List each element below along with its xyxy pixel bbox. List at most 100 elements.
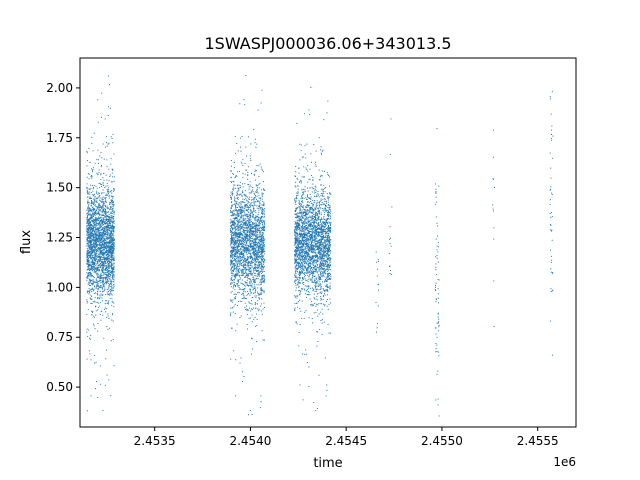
data-point <box>105 234 107 236</box>
data-point <box>98 204 100 206</box>
data-point <box>237 283 239 285</box>
data-point <box>262 281 264 283</box>
data-point <box>233 248 235 250</box>
data-point <box>257 270 259 272</box>
data-point <box>239 212 241 214</box>
data-point <box>239 245 241 247</box>
data-point <box>106 349 108 351</box>
data-point <box>245 234 247 236</box>
data-point <box>107 193 109 195</box>
data-point <box>113 226 115 228</box>
data-point <box>98 264 100 266</box>
data-point <box>234 223 236 225</box>
data-point <box>264 278 266 280</box>
data-point <box>103 179 105 181</box>
data-point <box>260 240 262 242</box>
data-point <box>105 201 107 203</box>
data-point <box>260 217 262 219</box>
data-point <box>89 242 91 244</box>
data-point <box>100 223 102 225</box>
data-point <box>234 198 236 200</box>
data-point <box>92 289 94 291</box>
data-point <box>234 252 236 254</box>
data-point <box>261 249 263 251</box>
data-point <box>93 222 95 224</box>
data-point <box>112 197 114 199</box>
data-point <box>103 231 105 233</box>
data-point <box>105 250 107 252</box>
data-point <box>247 293 249 295</box>
data-point <box>102 284 104 286</box>
data-point <box>251 261 253 263</box>
data-point <box>230 262 232 264</box>
data-point <box>95 260 97 262</box>
data-point <box>248 183 250 185</box>
data-point <box>252 189 254 191</box>
data-point <box>244 231 246 233</box>
data-point <box>264 238 266 240</box>
data-point <box>261 234 263 236</box>
data-point <box>86 190 88 192</box>
data-point <box>98 259 100 261</box>
data-point <box>231 205 233 207</box>
data-point <box>255 249 257 251</box>
data-point <box>89 254 91 256</box>
data-point <box>104 230 106 232</box>
data-point <box>90 200 92 202</box>
data-point <box>249 155 251 157</box>
data-point <box>98 213 100 215</box>
data-point <box>95 218 97 220</box>
data-point <box>108 195 110 197</box>
data-point <box>231 242 233 243</box>
data-point <box>86 183 88 185</box>
data-point <box>111 252 113 254</box>
data-point <box>233 241 235 243</box>
data-point <box>262 169 264 171</box>
data-point <box>110 219 112 221</box>
data-point <box>112 267 114 269</box>
data-point <box>91 249 93 251</box>
data-point <box>105 227 107 229</box>
data-point <box>109 201 111 203</box>
data-point <box>96 224 98 226</box>
data-point <box>260 264 262 266</box>
data-point <box>231 267 233 269</box>
data-point <box>96 249 98 251</box>
data-point <box>252 230 254 232</box>
data-point <box>236 233 238 235</box>
data-point <box>94 262 96 264</box>
data-point <box>86 230 88 232</box>
data-point <box>87 232 89 234</box>
data-point <box>94 219 96 221</box>
data-point <box>250 192 252 194</box>
data-point <box>233 223 235 225</box>
data-point <box>259 218 261 220</box>
data-point <box>258 224 260 226</box>
data-point <box>112 278 114 280</box>
data-point <box>111 254 113 256</box>
data-point <box>244 206 246 208</box>
data-point <box>231 205 233 207</box>
data-point <box>97 396 99 398</box>
data-point <box>238 287 240 289</box>
data-point <box>234 233 236 235</box>
data-point <box>87 264 89 266</box>
data-point <box>239 237 241 239</box>
data-point <box>86 190 88 192</box>
data-point <box>102 198 104 200</box>
data-point <box>234 227 236 229</box>
data-point <box>99 282 101 284</box>
data-point <box>91 199 93 201</box>
data-point <box>231 299 233 301</box>
data-point <box>246 200 248 202</box>
data-point <box>94 229 96 231</box>
data-point <box>111 237 113 239</box>
data-point <box>99 260 101 262</box>
data-point <box>96 270 98 272</box>
data-point <box>106 247 108 249</box>
data-point <box>231 277 233 279</box>
data-point <box>253 197 255 199</box>
data-point <box>257 241 259 243</box>
data-point <box>230 283 232 285</box>
data-point <box>90 175 92 177</box>
